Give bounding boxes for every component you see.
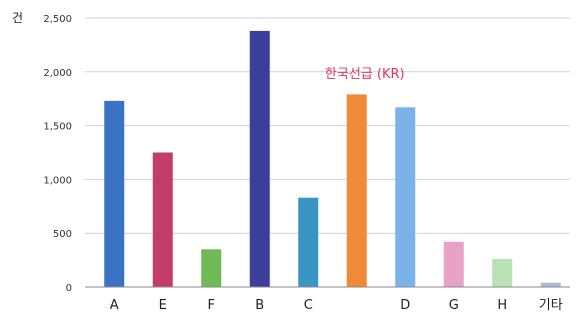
bar <box>443 241 464 287</box>
x-tick-label: F <box>208 298 215 313</box>
bar <box>298 197 319 287</box>
y-tick-label: 500 <box>53 229 72 240</box>
x-tick-label: C <box>304 298 313 313</box>
x-tick-label: 기타 <box>539 298 563 313</box>
bars <box>104 30 561 288</box>
y-tick-label: 1,500 <box>43 122 72 133</box>
y-axis-unit-label: 건 <box>12 11 23 25</box>
bar <box>540 282 561 287</box>
bar <box>395 107 416 287</box>
x-tick-label: D <box>400 298 410 313</box>
x-axis-labels: A E F B C D G H 기타 <box>110 298 563 313</box>
bar <box>346 94 367 288</box>
x-tick-label: A <box>110 298 119 313</box>
bar <box>492 259 513 287</box>
x-tick-label: E <box>159 298 167 313</box>
bar <box>201 249 222 287</box>
x-tick-label: G <box>449 298 459 313</box>
y-axis-ticks: 0 500 1,000 1,500 2,000 2,500 <box>43 14 72 294</box>
y-tick-label: 1,000 <box>43 175 72 186</box>
y-tick-label: 2,000 <box>43 68 72 79</box>
y-tick-label: 2,500 <box>43 14 72 25</box>
x-tick-label: B <box>255 298 264 313</box>
bar <box>152 152 173 287</box>
y-tick-label: 0 <box>66 283 72 294</box>
x-tick-label: H <box>497 298 507 313</box>
bar <box>104 100 125 288</box>
annotation-label: 한국선급 (KR) <box>325 67 405 82</box>
bar <box>249 30 270 288</box>
